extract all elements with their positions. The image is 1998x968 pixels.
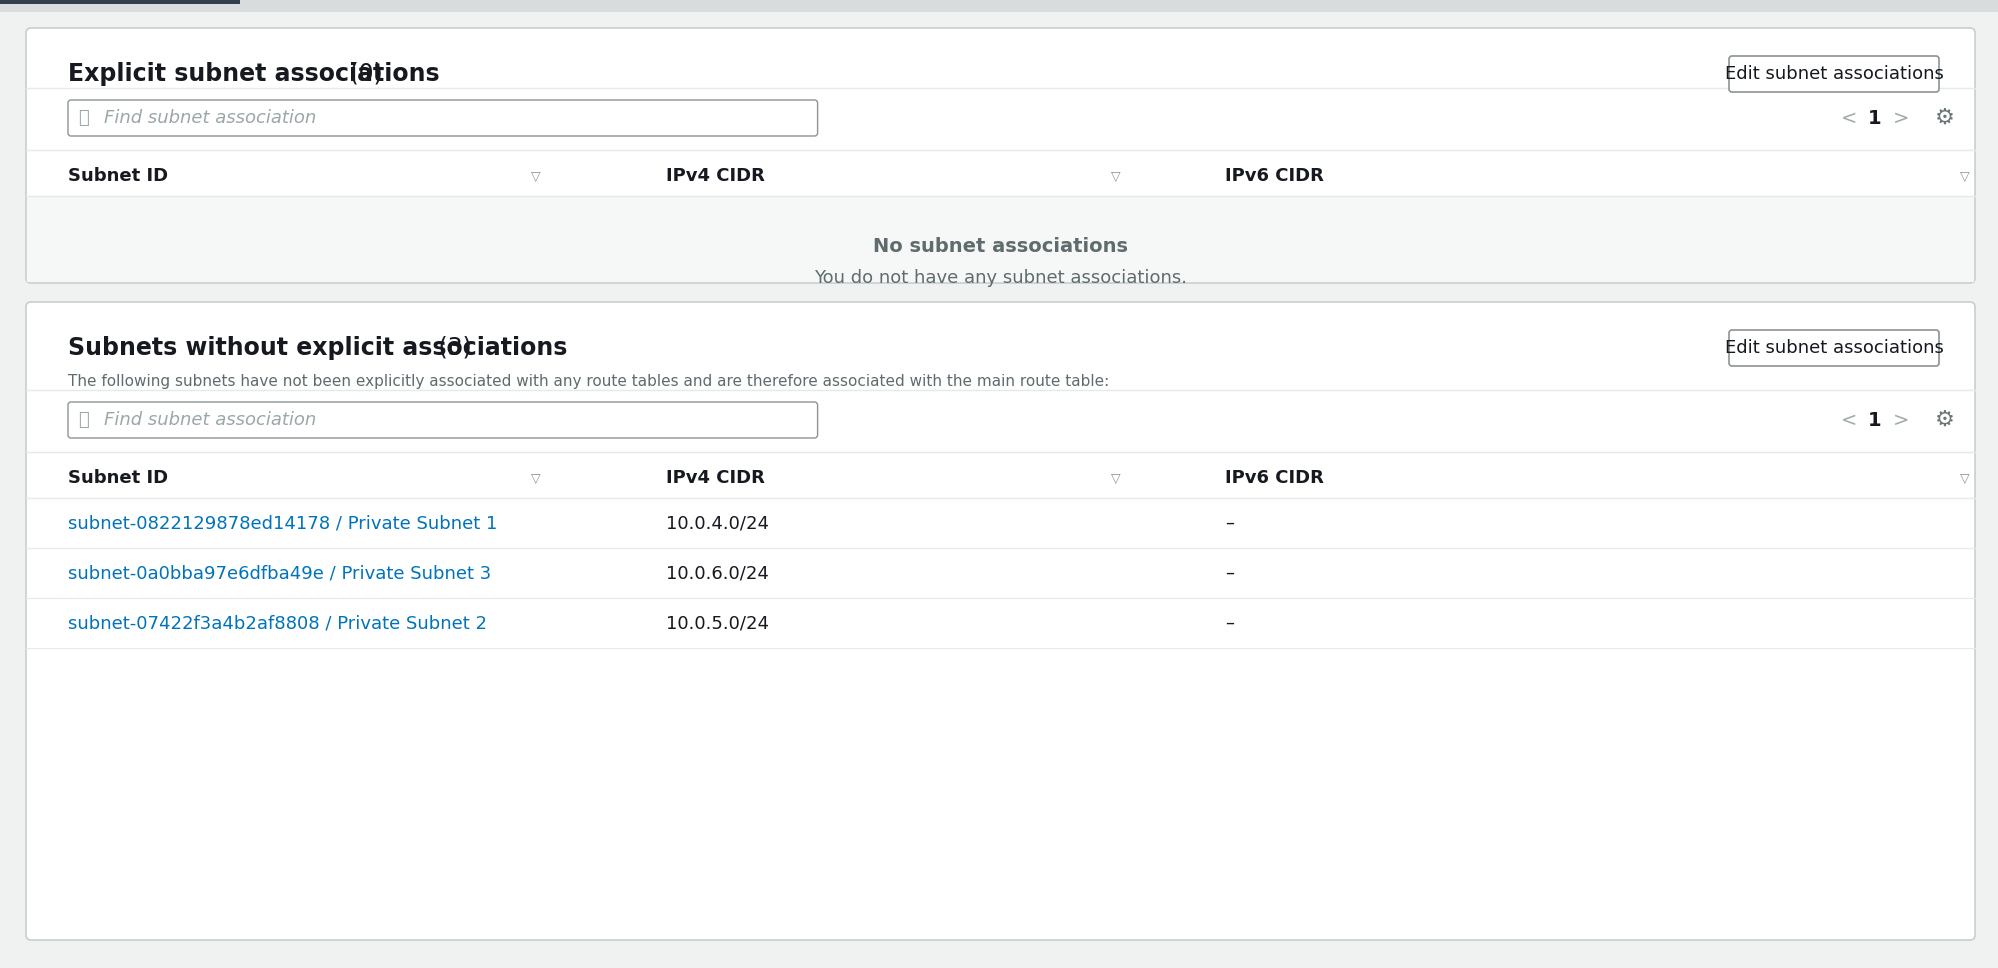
- Text: ⚙: ⚙: [1934, 108, 1954, 128]
- Text: IPv4 CIDR: IPv4 CIDR: [665, 167, 763, 185]
- Text: ▽: ▽: [1111, 169, 1119, 183]
- Text: You do not have any subnet associations.: You do not have any subnet associations.: [813, 269, 1187, 287]
- Text: ▽: ▽: [531, 169, 539, 183]
- Text: ▽: ▽: [1960, 169, 1968, 183]
- Text: IPv6 CIDR: IPv6 CIDR: [1225, 469, 1323, 487]
- Text: No subnet associations: No subnet associations: [873, 236, 1127, 256]
- Bar: [0, 0, 1998, 12]
- Text: >: >: [1892, 108, 1908, 128]
- Text: Subnet ID: Subnet ID: [68, 469, 168, 487]
- Text: IPv6 CIDR: IPv6 CIDR: [1225, 167, 1323, 185]
- Text: –: –: [1225, 564, 1235, 582]
- Text: –: –: [1225, 614, 1235, 632]
- Text: The following subnets have not been explicitly associated with any route tables : The following subnets have not been expl…: [68, 374, 1109, 389]
- FancyBboxPatch shape: [1728, 330, 1938, 366]
- Text: –: –: [1225, 514, 1235, 532]
- Text: Explicit subnet associations: Explicit subnet associations: [68, 62, 440, 86]
- Text: ⌕: ⌕: [78, 411, 90, 429]
- Text: Subnet ID: Subnet ID: [68, 167, 168, 185]
- Text: subnet-0a0bba97e6dfba49e / Private Subnet 3: subnet-0a0bba97e6dfba49e / Private Subne…: [68, 564, 492, 582]
- Text: 10.0.5.0/24: 10.0.5.0/24: [665, 614, 769, 632]
- Text: Edit subnet associations: Edit subnet associations: [1724, 339, 1942, 357]
- Text: (0): (0): [342, 62, 384, 86]
- FancyBboxPatch shape: [1728, 56, 1938, 92]
- FancyBboxPatch shape: [26, 28, 1974, 283]
- Bar: [28, 196, 1972, 282]
- FancyBboxPatch shape: [68, 100, 817, 136]
- Text: subnet-0822129878ed14178 / Private Subnet 1: subnet-0822129878ed14178 / Private Subne…: [68, 514, 498, 532]
- Bar: [0, 0, 240, 4]
- Text: >: >: [1892, 410, 1908, 430]
- Text: ▽: ▽: [1960, 471, 1968, 485]
- Text: 10.0.4.0/24: 10.0.4.0/24: [665, 514, 769, 532]
- Text: (3): (3): [430, 336, 472, 360]
- Text: Subnets without explicit associations: Subnets without explicit associations: [68, 336, 567, 360]
- FancyBboxPatch shape: [68, 402, 817, 438]
- Text: 1: 1: [1868, 410, 1880, 430]
- FancyBboxPatch shape: [26, 302, 1974, 940]
- Text: Find subnet association: Find subnet association: [104, 411, 316, 429]
- Text: <: <: [1840, 410, 1856, 430]
- Text: Edit subnet associations: Edit subnet associations: [1724, 65, 1942, 83]
- Text: IPv4 CIDR: IPv4 CIDR: [665, 469, 763, 487]
- Text: <: <: [1840, 108, 1856, 128]
- Text: ▽: ▽: [531, 471, 539, 485]
- Text: ⚙: ⚙: [1934, 410, 1954, 430]
- Text: 10.0.6.0/24: 10.0.6.0/24: [665, 564, 767, 582]
- Text: 1: 1: [1868, 108, 1880, 128]
- Text: ▽: ▽: [1111, 471, 1119, 485]
- Text: subnet-07422f3a4b2af8808 / Private Subnet 2: subnet-07422f3a4b2af8808 / Private Subne…: [68, 614, 488, 632]
- Text: ⌕: ⌕: [78, 109, 90, 127]
- Text: Find subnet association: Find subnet association: [104, 109, 316, 127]
